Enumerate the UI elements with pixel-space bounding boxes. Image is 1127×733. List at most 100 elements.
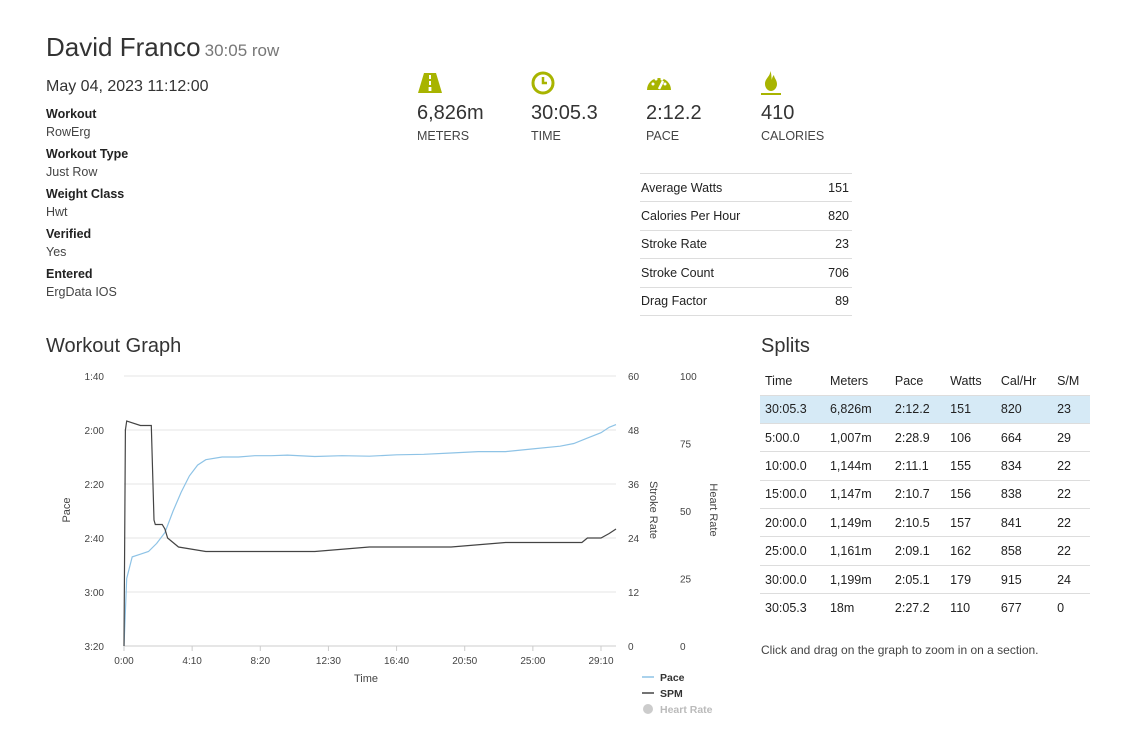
splits-row: 30:00.0 1,199m 2:05.1 179 915 24 xyxy=(760,564,1090,594)
pace-tick-label: 3:00 xyxy=(85,588,105,599)
detail-label: Verified xyxy=(46,227,92,241)
hr-tick-label: 25 xyxy=(680,575,692,586)
speedometer-icon xyxy=(646,70,672,96)
detail-workout-type: Workout Type Just Row xyxy=(46,146,376,181)
pace-tick-label: 2:00 xyxy=(85,426,105,437)
splits-cell: 664 xyxy=(995,422,1053,452)
stat-calories: 410 CALORIES xyxy=(761,70,871,143)
summary-value: 23 xyxy=(835,237,849,252)
splits-row: 30:05.3 18m 2:27.2 110 677 0 xyxy=(760,593,1090,623)
pace-axis-label: Pace xyxy=(61,497,73,522)
splits-row: 5:00.0 1,007m 2:28.9 106 664 29 xyxy=(760,422,1090,452)
workout-details: May 04, 2023 11:12:00 Workout RowErg Wor… xyxy=(46,78,376,306)
splits-cell: 1,147m xyxy=(824,479,890,509)
legend-item-pace[interactable]: Pace xyxy=(642,672,685,684)
summary-row: Calories Per Hour 820 xyxy=(640,202,852,231)
splits-cell: 23 xyxy=(1052,394,1090,424)
stroke-rate-axis-label: Stroke Rate xyxy=(647,481,659,539)
splits-cell: 820 xyxy=(995,394,1053,424)
splits-cell: 179 xyxy=(945,564,996,594)
graph-legend[interactable]: Pace SPM Heart Rate xyxy=(642,672,713,716)
splits-cell: 2:05.1 xyxy=(889,564,946,594)
legend-item-spm[interactable]: SPM xyxy=(642,688,683,700)
stat-pace: 2:12.2 PACE xyxy=(646,70,756,143)
splits-cell: 30:05.3 xyxy=(760,394,825,424)
splits-table: Time Meters Pace Watts Cal/Hr S/M 30:05.… xyxy=(760,367,1090,623)
splits-cell: 15:00.0 xyxy=(760,479,825,509)
stat-label: PACE xyxy=(646,129,680,143)
hr-tick-label: 100 xyxy=(680,372,697,383)
splits-cell: 677 xyxy=(995,593,1053,623)
splits-cell: 2:27.2 xyxy=(889,593,946,623)
time-tick-label: 29:10 xyxy=(588,656,613,667)
detail-verified: Verified Yes xyxy=(46,226,376,261)
detail-value: RowErg xyxy=(46,125,91,139)
detail-weight-class: Weight Class Hwt xyxy=(46,186,376,221)
workout-graph[interactable]: 1:40 2:00 2:20 2:40 3:00 3:20 60 48 36 24 12 0 100 75… xyxy=(46,362,746,724)
summary-label: Average Watts xyxy=(641,180,723,195)
splits-cell: 1,161m xyxy=(824,536,890,566)
detail-label: Workout Type xyxy=(46,147,129,161)
hr-tick-label: 50 xyxy=(680,507,692,518)
spm-tick-label: 0 xyxy=(628,642,634,653)
splits-cell: 157 xyxy=(945,508,996,537)
splits-cell: 2:10.5 xyxy=(889,508,946,537)
flame-icon xyxy=(761,70,787,96)
legend-label: SPM xyxy=(660,688,683,700)
splits-cell: 2:09.1 xyxy=(889,536,946,566)
time-tick-label: 20:50 xyxy=(452,656,477,667)
summary-row: Stroke Count 706 xyxy=(640,259,852,288)
heart-rate-axis-label: Heart Rate xyxy=(707,483,719,536)
splits-cell: 22 xyxy=(1052,479,1090,509)
summary-table: Average Watts 151 Calories Per Hour 820 St… xyxy=(640,173,852,316)
splits-cell: 5:00.0 xyxy=(760,422,825,452)
splits-title: Splits xyxy=(761,335,810,357)
stat-value: 6,826m xyxy=(417,102,484,124)
detail-label: Weight Class xyxy=(46,187,125,201)
pace-tick-label: 3:20 xyxy=(85,642,105,653)
splits-row: 20:00.0 1,149m 2:10.5 157 841 22 xyxy=(760,508,1090,537)
athlete-name: David Franco xyxy=(46,32,201,62)
splits-row: 15:00.0 1,147m 2:10.7 156 838 22 xyxy=(760,479,1090,509)
splits-cell: 2:12.2 xyxy=(889,394,946,424)
spm-tick-label: 48 xyxy=(628,426,640,437)
summary-label: Stroke Count xyxy=(641,265,714,280)
splits-header: Pace xyxy=(894,373,924,388)
splits-header: Watts xyxy=(950,373,982,388)
time-tick-label: 0:00 xyxy=(114,656,134,667)
summary-row: Stroke Rate 23 xyxy=(640,231,852,260)
splits-cell: 155 xyxy=(945,451,996,481)
stat-time: 30:05.3 TIME xyxy=(531,70,641,143)
detail-label: Workout xyxy=(46,107,97,121)
spm-series-line xyxy=(123,420,617,647)
summary-value: 706 xyxy=(828,265,849,280)
splits-cell: 151 xyxy=(945,394,996,424)
time-tick-label: 25:00 xyxy=(520,656,545,667)
time-tick-label: 4:10 xyxy=(182,656,202,667)
workout-header: David Franco 30:05 row xyxy=(46,32,279,63)
workout-date: May 04, 2023 11:12:00 xyxy=(46,78,209,95)
splits-cell: 6,826m xyxy=(824,394,890,424)
splits-cell: 22 xyxy=(1052,508,1090,537)
spm-tick-label: 36 xyxy=(628,480,640,491)
hr-tick-label: 0 xyxy=(680,642,686,653)
splits-row: 25:00.0 1,161m 2:09.1 162 858 22 xyxy=(760,536,1090,566)
splits-header-row: Time Meters Pace Watts Cal/Hr S/M xyxy=(760,367,1090,395)
clock-icon xyxy=(531,70,557,96)
time-tick-label: 16:40 xyxy=(384,656,409,667)
pace-tick-label: 2:20 xyxy=(85,480,105,491)
splits-header: S/M xyxy=(1057,373,1080,388)
detail-value: ErgData IOS xyxy=(46,285,117,299)
pace-series-line xyxy=(123,424,617,647)
legend-item-heart-rate[interactable]: Heart Rate xyxy=(643,704,713,716)
splits-cell: 18m xyxy=(824,593,890,623)
splits-cell: 30:05.3 xyxy=(760,593,825,623)
splits-cell: 162 xyxy=(945,536,996,566)
legend-label: Heart Rate xyxy=(660,704,713,716)
workout-subtitle: 30:05 row xyxy=(204,41,280,60)
splits-cell: 110 xyxy=(945,593,996,623)
detail-value: Hwt xyxy=(46,205,68,219)
spm-tick-label: 60 xyxy=(628,372,640,383)
splits-row: 10:00.0 1,144m 2:11.1 155 834 22 xyxy=(760,451,1090,481)
splits-cell: 156 xyxy=(945,479,996,509)
